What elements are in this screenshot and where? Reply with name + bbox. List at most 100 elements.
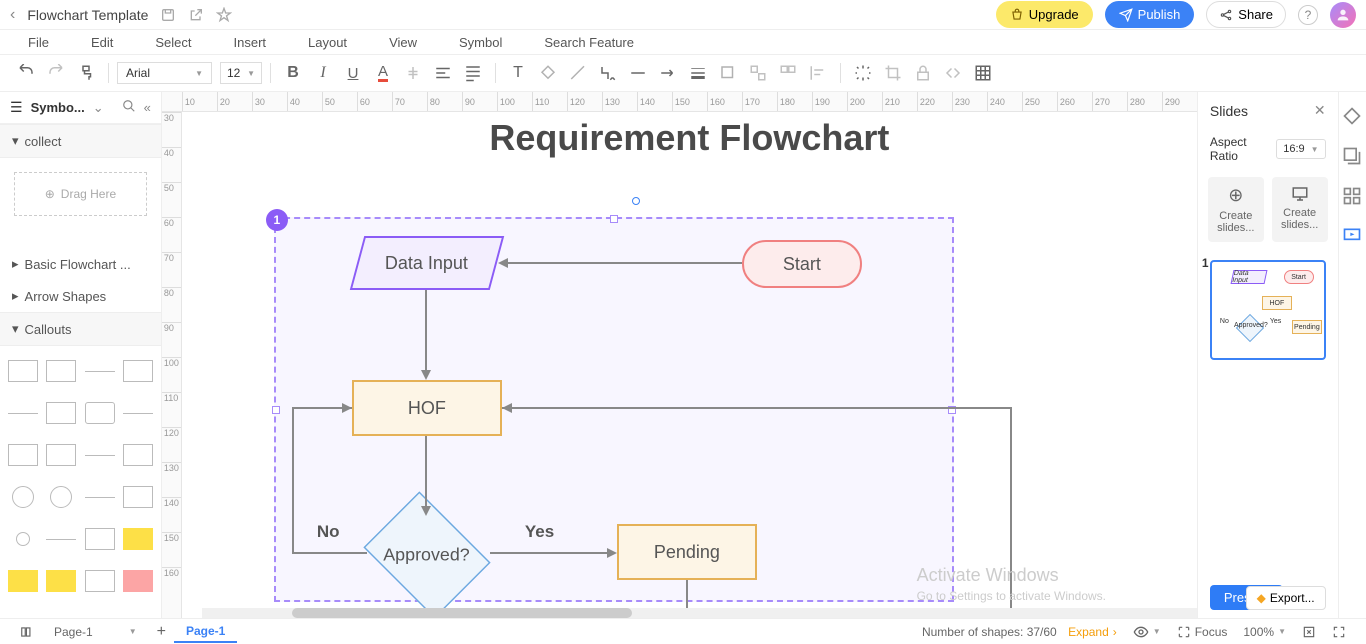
menu-file[interactable]: File bbox=[28, 35, 49, 50]
node-hof[interactable]: HOF bbox=[352, 380, 502, 436]
tools-button[interactable] bbox=[939, 59, 967, 87]
collapse-left-icon[interactable]: « bbox=[144, 100, 151, 115]
horizontal-scrollbar[interactable] bbox=[202, 608, 1197, 618]
menu-select[interactable]: Select bbox=[155, 35, 191, 50]
shape-item[interactable] bbox=[6, 520, 40, 558]
menu-edit[interactable]: Edit bbox=[91, 35, 113, 50]
font-select[interactable]: Arial▼ bbox=[117, 62, 212, 84]
shape-item[interactable] bbox=[6, 352, 40, 390]
anchor-point[interactable] bbox=[632, 197, 640, 205]
library-chevron-icon[interactable]: ⌄ bbox=[93, 100, 104, 116]
aspect-ratio-select[interactable]: 16:9▼ bbox=[1276, 139, 1325, 159]
eye-toggle[interactable]: ▼ bbox=[1133, 624, 1161, 640]
shape-item[interactable] bbox=[121, 394, 155, 432]
shape-item[interactable] bbox=[6, 394, 40, 432]
node-pending[interactable]: Pending bbox=[617, 524, 757, 580]
section-collect[interactable]: ▾collect bbox=[0, 124, 161, 158]
drag-here-zone[interactable]: ⊕Drag Here bbox=[14, 172, 147, 216]
vertical-text-button[interactable] bbox=[399, 59, 427, 87]
shape-item[interactable] bbox=[121, 562, 155, 600]
shape-item[interactable] bbox=[44, 478, 78, 516]
export-button[interactable]: ◆Export... bbox=[1246, 586, 1326, 610]
star-icon[interactable] bbox=[216, 7, 232, 23]
expand-link[interactable]: Expand bbox=[1068, 625, 1109, 639]
fullscreen-icon[interactable] bbox=[1332, 625, 1346, 639]
crop-button[interactable] bbox=[879, 59, 907, 87]
shape-item[interactable] bbox=[121, 436, 155, 474]
add-page-button[interactable]: + bbox=[157, 623, 166, 641]
menu-layout[interactable]: Layout bbox=[308, 35, 347, 50]
line-style-button[interactable] bbox=[624, 59, 652, 87]
shape-item[interactable] bbox=[82, 394, 116, 432]
node-start[interactable]: Start bbox=[742, 240, 862, 288]
shape-item[interactable] bbox=[82, 436, 116, 474]
section-basic-flowchart[interactable]: ▸Basic Flowchart ... bbox=[0, 248, 161, 280]
page-dropdown[interactable]: Page-1▼ bbox=[42, 622, 149, 642]
align-vertical-button[interactable] bbox=[459, 59, 487, 87]
section-arrow-shapes[interactable]: ▸Arrow Shapes bbox=[0, 280, 161, 312]
group-button[interactable] bbox=[744, 59, 772, 87]
text-tool-button[interactable]: T bbox=[504, 59, 532, 87]
shape-item[interactable] bbox=[6, 562, 40, 600]
slide-thumbnail[interactable]: Data Input Start HOF Approved? Pending N… bbox=[1210, 260, 1326, 360]
open-external-icon[interactable] bbox=[188, 7, 204, 23]
italic-button[interactable]: I bbox=[309, 59, 337, 87]
shape-item[interactable] bbox=[82, 352, 116, 390]
ai-button[interactable] bbox=[849, 59, 877, 87]
shape-item[interactable] bbox=[6, 436, 40, 474]
zoom-control[interactable]: 100%▼ bbox=[1243, 625, 1286, 639]
line-color-button[interactable] bbox=[564, 59, 592, 87]
selection-handle[interactable] bbox=[272, 406, 280, 414]
connector-button[interactable] bbox=[594, 59, 622, 87]
canvas[interactable]: Requirement Flowchart 1 Start Data Input… bbox=[182, 112, 1197, 618]
page-tab-active[interactable]: Page-1 bbox=[174, 621, 237, 643]
table-button[interactable] bbox=[969, 59, 997, 87]
fill-color-button[interactable] bbox=[534, 59, 562, 87]
share-button[interactable]: Share bbox=[1206, 1, 1286, 28]
shape-item[interactable] bbox=[6, 478, 40, 516]
align-horizontal-button[interactable] bbox=[429, 59, 457, 87]
section-callouts[interactable]: ▾Callouts bbox=[0, 312, 161, 346]
flowchart-title[interactable]: Requirement Flowchart bbox=[489, 117, 889, 159]
shape-item[interactable] bbox=[121, 520, 155, 558]
create-slides-button-2[interactable]: Create slides... bbox=[1272, 177, 1328, 242]
shadow-button[interactable] bbox=[714, 59, 742, 87]
shape-item[interactable] bbox=[121, 352, 155, 390]
create-slides-button-1[interactable]: ⊕ Create slides... bbox=[1208, 177, 1264, 242]
save-icon[interactable] bbox=[160, 7, 176, 23]
align-button[interactable] bbox=[804, 59, 832, 87]
fit-icon[interactable] bbox=[1302, 625, 1316, 639]
menu-insert[interactable]: Insert bbox=[234, 35, 267, 50]
upgrade-button[interactable]: Upgrade bbox=[996, 1, 1093, 28]
help-icon[interactable]: ? bbox=[1298, 5, 1318, 25]
user-avatar[interactable] bbox=[1330, 2, 1356, 28]
undo-button[interactable] bbox=[12, 59, 40, 87]
shape-item[interactable] bbox=[121, 478, 155, 516]
bold-button[interactable]: B bbox=[279, 59, 307, 87]
menu-view[interactable]: View bbox=[389, 35, 417, 50]
selection-handle[interactable] bbox=[610, 215, 618, 223]
shape-item[interactable] bbox=[82, 478, 116, 516]
focus-button[interactable]: Focus bbox=[1177, 625, 1228, 639]
diamond-tool-icon[interactable] bbox=[1342, 106, 1362, 126]
pages-icon[interactable] bbox=[20, 625, 34, 639]
shape-item[interactable] bbox=[44, 352, 78, 390]
shape-item[interactable] bbox=[44, 562, 78, 600]
node-approved[interactable]: Approved? bbox=[357, 500, 497, 610]
shape-item[interactable] bbox=[44, 520, 78, 558]
node-data-input[interactable]: Data Input bbox=[350, 236, 504, 290]
line-weight-button[interactable] bbox=[684, 59, 712, 87]
shape-item[interactable] bbox=[44, 436, 78, 474]
search-icon[interactable] bbox=[122, 99, 136, 116]
ungroup-button[interactable] bbox=[774, 59, 802, 87]
arrow-style-button[interactable] bbox=[654, 59, 682, 87]
close-icon[interactable]: ✕ bbox=[1314, 102, 1326, 119]
grid-tool-icon[interactable] bbox=[1342, 186, 1362, 206]
back-icon[interactable]: ‹ bbox=[10, 6, 15, 24]
layers-tool-icon[interactable] bbox=[1342, 146, 1362, 166]
shape-item[interactable] bbox=[44, 394, 78, 432]
shape-item[interactable] bbox=[82, 520, 116, 558]
publish-button[interactable]: Publish bbox=[1105, 1, 1195, 28]
underline-button[interactable]: U bbox=[339, 59, 367, 87]
presentation-tool-icon[interactable] bbox=[1342, 226, 1362, 246]
